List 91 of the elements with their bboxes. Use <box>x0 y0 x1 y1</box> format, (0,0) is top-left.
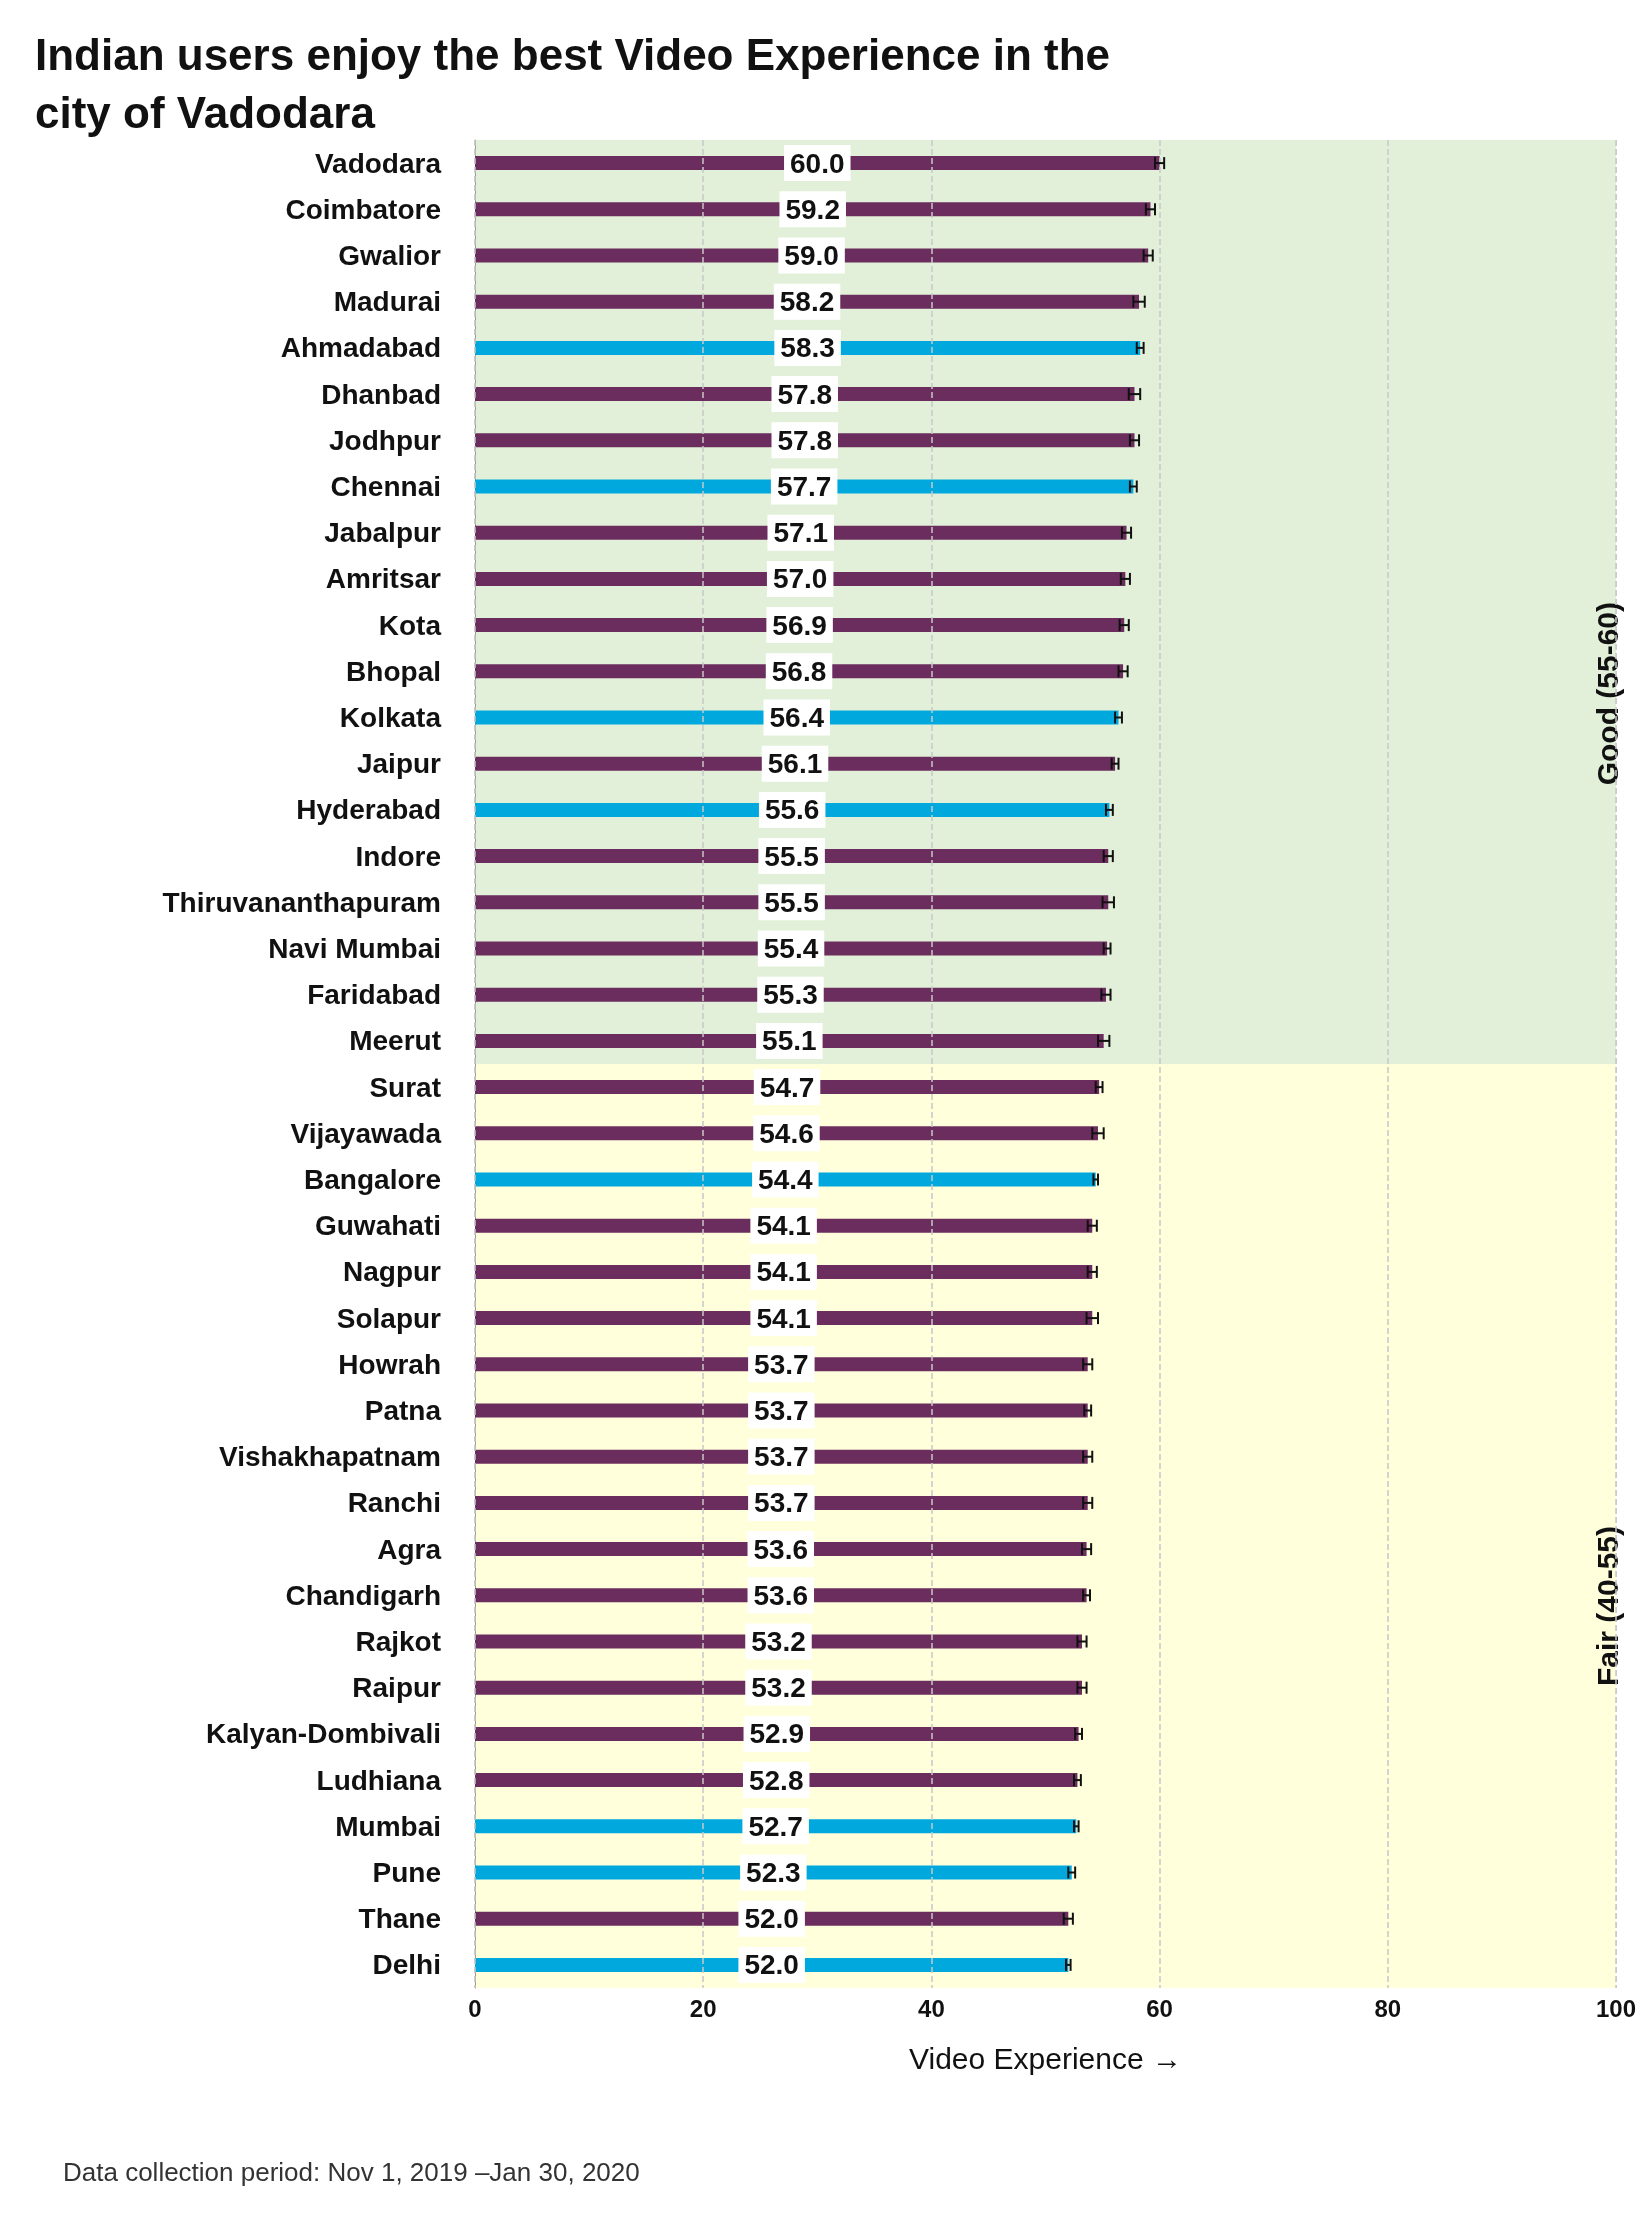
band-label: Fair (40-55) <box>1591 1526 1625 1687</box>
x-tick-label: 20 <box>689 1994 717 2022</box>
y-tick-label: Navi Mumbai <box>268 933 441 964</box>
data-label: 53.7 <box>754 1441 809 1473</box>
y-tick-label: Ludhiana <box>316 1764 442 1796</box>
y-tick-label: Amritsar <box>325 563 442 595</box>
y-tick-label: Meerut <box>349 1025 441 1057</box>
data-label: 59.0 <box>784 240 839 271</box>
data-label: 57.8 <box>777 424 832 456</box>
data-label: 57.1 <box>773 517 828 549</box>
data-label: 54.1 <box>756 1210 811 1242</box>
data-label: 56.9 <box>772 609 827 641</box>
x-tick-label: 40 <box>918 1994 945 2022</box>
x-tick-label: 60 <box>1146 1994 1173 2022</box>
y-tick-label: Jaipur <box>356 748 442 780</box>
data-label: 54.7 <box>759 1071 815 1103</box>
data-label: 57.8 <box>777 378 832 410</box>
y-tick-label: Mumbai <box>335 1810 441 1842</box>
y-tick-label: Coimbatore <box>285 193 441 225</box>
y-tick-label: Bangalore <box>304 1164 441 1195</box>
y-tick-label: Ahmadabad <box>280 332 441 364</box>
y-tick-label: Jabalpur <box>324 517 442 549</box>
y-tick-label: Rajkot <box>355 1626 441 1657</box>
y-tick-label: Pune <box>372 1857 441 1888</box>
data-label: 53.7 <box>754 1487 809 1519</box>
y-tick-label: Raipur <box>352 1672 442 1704</box>
data-label: 52.8 <box>748 1764 804 1796</box>
data-label: 55.5 <box>764 886 819 918</box>
data-label: 52.3 <box>746 1857 801 1888</box>
y-tick-label: Faridabad <box>307 979 441 1011</box>
data-label: 55.5 <box>764 840 819 872</box>
y-tick-label: Hyderabad <box>296 794 441 826</box>
data-label: 56.4 <box>769 702 825 733</box>
y-tick-label: Agra <box>377 1533 442 1565</box>
y-tick-label: Surat <box>369 1071 441 1103</box>
data-label: 57.0 <box>772 563 828 595</box>
y-tick-label: Nagpur <box>343 1256 442 1288</box>
data-label: 58.3 <box>780 332 835 364</box>
y-tick-label: Howrah <box>338 1348 441 1380</box>
y-tick-label: Delhi <box>372 1949 441 1981</box>
data-label: 57.7 <box>776 471 832 502</box>
y-tick-label: Vadodara <box>314 147 442 179</box>
y-tick-label: Dhanbad <box>321 378 441 410</box>
data-label: 54.4 <box>758 1164 814 1195</box>
band-label: Good (55-60) <box>1591 602 1625 786</box>
y-tick-label: Vishakhapatnam <box>218 1441 441 1473</box>
y-tick-label: Chennai <box>330 471 441 502</box>
data-label: 52.0 <box>744 1903 799 1935</box>
data-label: 59.2 <box>785 193 840 225</box>
y-tick-label: Bhopal <box>346 655 441 687</box>
data-label: 53.7 <box>754 1395 809 1426</box>
data-label: 54.1 <box>756 1256 811 1288</box>
data-label: 53.6 <box>753 1579 809 1611</box>
y-tick-label: Kolkata <box>339 702 442 733</box>
data-label: 52.9 <box>749 1718 805 1750</box>
data-label: 54.1 <box>756 1302 811 1334</box>
y-tick-label: Gwalior <box>338 240 442 271</box>
data-label: 52.7 <box>748 1810 803 1842</box>
data-label: 55.3 <box>763 979 818 1011</box>
x-tick-label: 0 <box>468 1994 482 2022</box>
data-label: 54.6 <box>759 1117 814 1149</box>
data-label: 55.6 <box>764 794 820 826</box>
y-tick-label: Chandigarh <box>285 1579 441 1611</box>
y-tick-label: Thane <box>358 1903 441 1935</box>
data-label: 56.1 <box>767 748 823 780</box>
data-label: 60.0 <box>790 147 845 179</box>
y-tick-label: Jodhpur <box>329 424 442 456</box>
text: Data collection period: Nov 1, 2019 –Jan 30, 2020 <box>63 2157 640 2187</box>
y-tick-label: Guwahati <box>314 1210 441 1242</box>
data-label: 53.6 <box>753 1533 809 1565</box>
data-label: 52.0 <box>744 1949 799 1981</box>
y-tick-label: Kota <box>378 609 442 641</box>
y-tick-label: Kalyan-Dombivali <box>206 1718 441 1750</box>
y-tick-label: Solapur <box>336 1302 442 1334</box>
data-label: 53.7 <box>754 1348 809 1380</box>
y-tick-label: Indore <box>355 840 441 872</box>
data-label: 56.8 <box>771 655 827 687</box>
y-tick-label: Thiruvananthapuram <box>162 886 441 918</box>
data-label: 53.2 <box>751 1626 806 1657</box>
chart-title: Indian users enjoy the best Video Experience in the city of Vadodara <box>35 29 1123 137</box>
y-tick-label: Madurai <box>333 286 441 318</box>
data-label: 55.1 <box>762 1025 817 1057</box>
data-label: 53.2 <box>751 1672 806 1704</box>
data-label: 58.2 <box>779 286 835 318</box>
y-tick-label: Ranchi <box>347 1487 441 1519</box>
y-tick-label: Patna <box>364 1395 442 1426</box>
y-tick-label: Vijayawada <box>290 1117 442 1149</box>
x-axis-title: Video Experience → <box>909 2041 1182 2075</box>
x-tick-label: 100 <box>1595 1994 1636 2022</box>
data-label: 55.4 <box>763 933 819 964</box>
x-tick-label: 80 <box>1374 1994 1402 2022</box>
